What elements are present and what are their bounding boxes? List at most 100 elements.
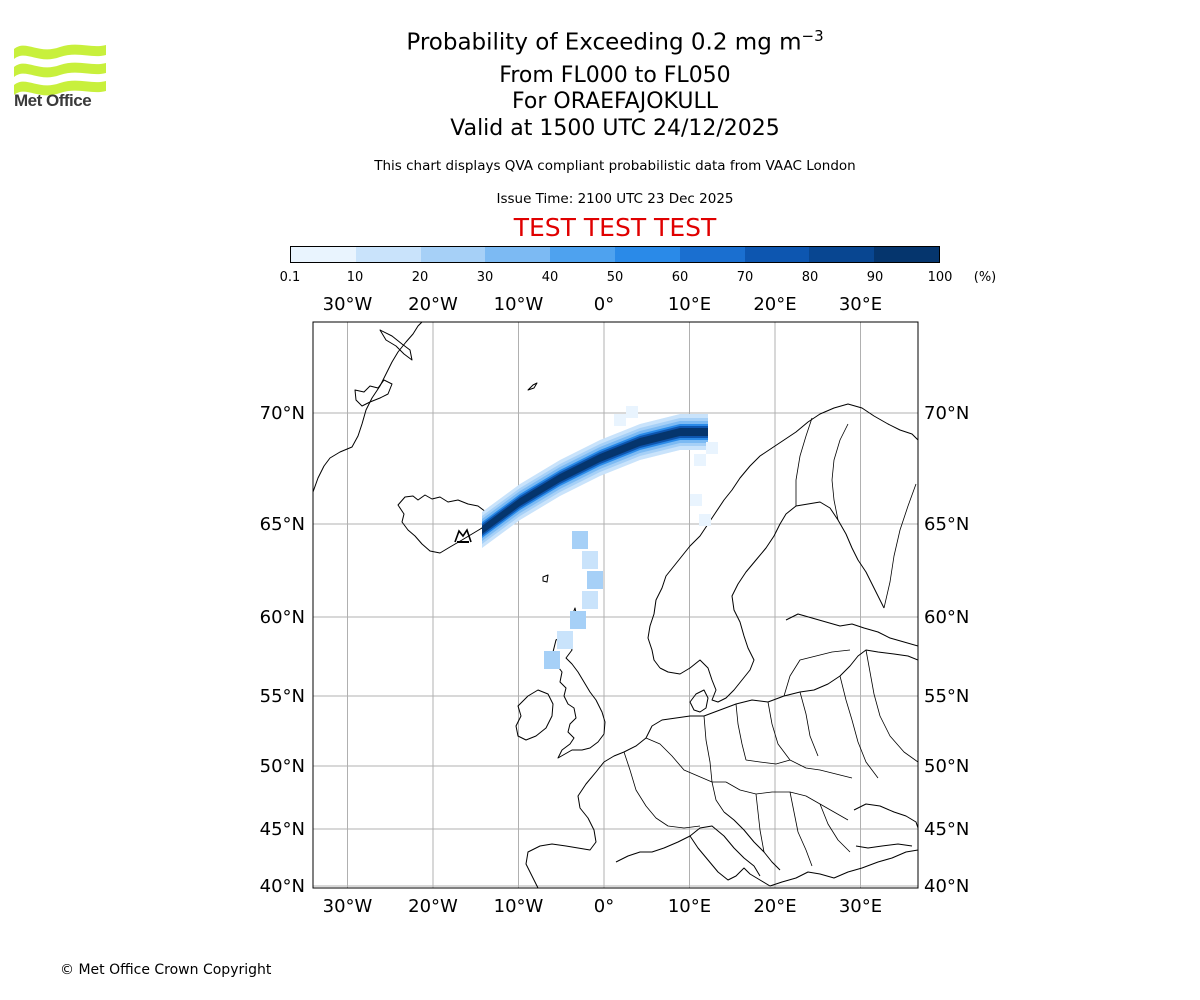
colorbar-tick-label: 90 — [866, 270, 884, 285]
coastline-france-iberia — [525, 761, 605, 888]
lon-label-bottom: 30°W — [323, 896, 373, 917]
plume-cell — [582, 591, 598, 609]
colorbar-tick-label: 80 — [801, 270, 819, 285]
colorbar-tick-label: 40 — [541, 270, 559, 285]
lon-label-bottom: 10°W — [494, 896, 544, 917]
plume-cell — [690, 494, 702, 506]
plume-cell — [570, 611, 586, 629]
plume-cell — [706, 442, 718, 454]
lat-label-left: 65°N — [260, 514, 305, 535]
coastline-great-britain — [551, 636, 606, 759]
colorbar-segment — [550, 247, 615, 262]
coastline-greenland-islands — [354, 379, 393, 407]
lon-label-top: 30°E — [839, 294, 882, 315]
colorbar-tick-label: 50 — [606, 270, 624, 285]
colorbar-tick-label: 100 — [927, 270, 953, 285]
lat-label-left: 45°N — [260, 819, 305, 840]
colorbar-segment — [291, 247, 356, 262]
lat-label-left: 55°N — [260, 686, 305, 707]
colorbar — [290, 246, 940, 263]
volcano-icon — [454, 528, 472, 543]
country-borders — [623, 417, 918, 867]
coastline-greenland — [313, 322, 423, 493]
lat-label-right: 45°N — [924, 819, 969, 840]
lat-label-left: 50°N — [260, 756, 305, 777]
coastline-finland — [785, 613, 918, 647]
plume-band — [482, 426, 708, 536]
colorbar-segment — [679, 247, 745, 262]
plume-cell — [699, 514, 711, 526]
graticule — [313, 322, 918, 888]
colorbar-segment — [809, 247, 875, 262]
lon-label-bottom: 10°E — [668, 896, 711, 917]
lat-label-left: 70°N — [260, 403, 305, 424]
colorbar-tick-label: 10 — [346, 270, 364, 285]
issue-time: Issue Time: 2100 UTC 23 Dec 2025 — [496, 191, 734, 207]
map-frame — [312, 321, 919, 889]
lat-label-right: 55°N — [924, 686, 969, 707]
plume-cell — [544, 651, 560, 669]
lat-label-left: 60°N — [260, 607, 305, 628]
coastline-ireland — [515, 689, 554, 741]
coastline-balkans — [723, 811, 781, 871]
met-office-logo-icon — [14, 44, 106, 96]
colorbar-tick-label: 0.1 — [279, 270, 301, 285]
colorbar-segment — [485, 247, 551, 262]
lon-label-top: 10°E — [668, 294, 711, 315]
colorbar-segment — [420, 247, 486, 262]
chart-title-text: Probability of Exceeding 0.2 mg m — [406, 29, 802, 56]
colorbar-unit: (%) — [973, 270, 997, 285]
chart-description: This chart displays QVA compliant probab… — [374, 158, 856, 174]
chart-title-exponent: −3 — [801, 27, 824, 45]
colorbar-segment — [874, 247, 939, 262]
colorbar-segment — [614, 247, 680, 262]
lon-label-bottom: 30°E — [839, 896, 882, 917]
coastline-faroe — [542, 574, 549, 583]
colorbar-tick-label: 20 — [411, 270, 429, 285]
colorbar-tick-label: 70 — [736, 270, 754, 285]
coastline-scandinavia — [647, 403, 918, 669]
lon-label-top: 30°W — [323, 294, 373, 315]
volcano-name: For ORAEFAJOKULL — [512, 89, 718, 114]
lat-label-right: 50°N — [924, 756, 969, 777]
plume-cell — [626, 406, 638, 418]
lon-label-bottom: 20°W — [408, 896, 458, 917]
logo-text: Met Office — [14, 91, 92, 110]
lat-label-right: 60°N — [924, 607, 969, 628]
valid-time: Valid at 1500 UTC 24/12/2025 — [450, 116, 780, 141]
plume-cell — [614, 414, 626, 426]
lat-label-right: 65°N — [924, 514, 969, 535]
coastline-italy — [689, 825, 761, 877]
coastline-jan-mayen — [527, 382, 538, 391]
coastline-denmark — [689, 689, 709, 713]
coastline-mediterranean — [615, 835, 918, 887]
coastline-greenland-fjord — [379, 329, 413, 361]
plume-cell — [557, 631, 573, 649]
coastline-black-sea — [853, 803, 918, 849]
colorbar-segment — [355, 247, 421, 262]
plume-cell — [572, 531, 588, 549]
coastline-scandinavia-south — [659, 501, 885, 703]
coastlines — [313, 322, 918, 888]
colorbar-tick-label: 30 — [476, 270, 494, 285]
chart-title: Probability of Exceeding 0.2 mg m−3 — [406, 27, 823, 56]
lon-label-top: 0° — [594, 294, 614, 315]
colorbar-segment — [744, 247, 810, 262]
ash-probability-plume — [482, 406, 718, 669]
colorbar-tick-label: 60 — [671, 270, 689, 285]
lat-label-right: 40°N — [924, 876, 969, 897]
lon-label-top: 20°E — [753, 294, 796, 315]
lon-label-bottom: 20°E — [753, 896, 796, 917]
lat-label-right: 70°N — [924, 403, 969, 424]
plume-cell — [694, 454, 706, 466]
lat-label-left: 40°N — [260, 876, 305, 897]
test-banner: TEST TEST TEST — [513, 213, 717, 242]
copyright: © Met Office Crown Copyright — [60, 962, 272, 978]
plume-cell — [587, 571, 603, 589]
axis-labels: 30°W 30°W 20°W 20°W 10°W 10°W 0° 0° 10°E 10°E 20°E… — [260, 294, 970, 917]
plume-cell — [582, 551, 598, 569]
lon-label-top: 10°W — [494, 294, 544, 315]
lon-label-bottom: 0° — [594, 896, 614, 917]
lon-label-top: 20°W — [408, 294, 458, 315]
